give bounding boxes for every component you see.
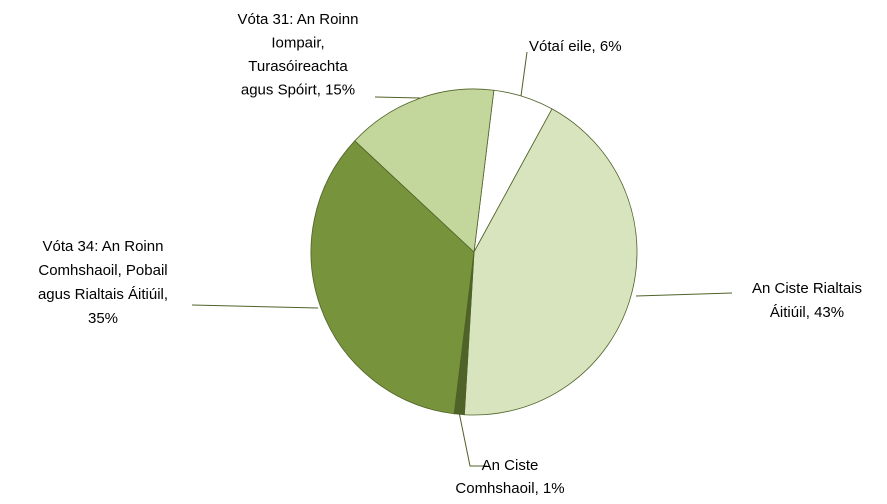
data-label: Iompair, bbox=[271, 34, 324, 51]
pie-slice bbox=[310, 140, 475, 415]
data-label: Comhshaoil, 1% bbox=[455, 480, 564, 497]
pie-slice bbox=[463, 108, 638, 416]
data-label: 35% bbox=[88, 310, 118, 327]
data-label: An Ciste bbox=[482, 457, 539, 474]
data-label: Comhshaoil, Pobail bbox=[38, 262, 167, 279]
data-label: An Ciste Rialtais bbox=[752, 280, 862, 297]
leader-line bbox=[458, 411, 487, 467]
data-label: agus Spóirt, 15% bbox=[241, 81, 355, 98]
leader-line bbox=[374, 96, 421, 99]
leader-line bbox=[520, 51, 528, 97]
leader-line bbox=[191, 304, 319, 309]
data-label: Vótaí eile, 6% bbox=[529, 38, 622, 55]
data-label: Vóta 34: An Roinn bbox=[43, 238, 164, 255]
data-label: Turasóireachta bbox=[248, 58, 348, 75]
pie-slice bbox=[354, 88, 495, 253]
data-label: Vóta 31: An Roinn bbox=[238, 11, 359, 28]
leader-line bbox=[635, 292, 733, 297]
data-label: agus Rialtais Áitiúil, bbox=[38, 286, 168, 303]
data-label: Áitiúil, 43% bbox=[770, 304, 844, 321]
